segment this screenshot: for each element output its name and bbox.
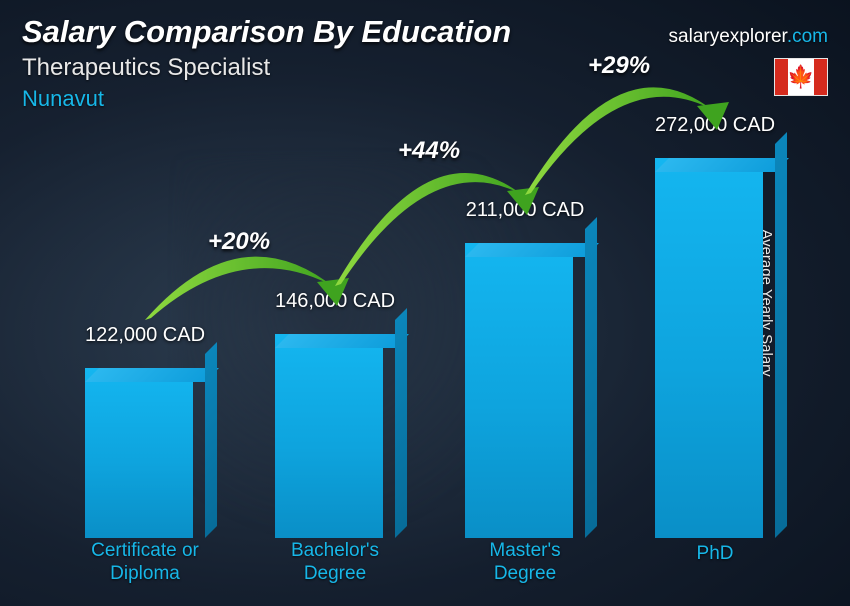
bar-chart: 122,000 CADCertificate orDiploma146,000 … xyxy=(40,84,790,584)
bar-side-face xyxy=(205,342,217,538)
arc-delta-label: +44% xyxy=(398,137,460,165)
bar-side-face xyxy=(585,217,597,538)
bar-front-face xyxy=(655,158,763,538)
flag-band-right xyxy=(814,59,827,95)
bar-category-label: Master'sDegree xyxy=(440,540,610,586)
bar xyxy=(465,243,585,538)
arc-delta-label: +20% xyxy=(208,228,270,256)
bar-group: 122,000 CADCertificate orDiploma xyxy=(60,368,230,538)
bar xyxy=(85,368,205,538)
bar-value-label: 122,000 CAD xyxy=(60,324,230,347)
flag-center: 🍁 xyxy=(788,59,814,95)
brand-logo: salaryexplorer.com xyxy=(669,26,828,48)
bar-side-face xyxy=(395,308,407,538)
bar-top-face xyxy=(655,158,789,172)
bar xyxy=(655,158,775,538)
bar-group: 211,000 CADMaster'sDegree xyxy=(440,243,610,538)
bar-value-label: 146,000 CAD xyxy=(250,290,420,313)
bar-group: 146,000 CADBachelor'sDegree xyxy=(250,334,420,538)
bar-top-face xyxy=(85,368,219,382)
bar-value-label: 272,000 CAD xyxy=(630,114,800,137)
brand-domain: .com xyxy=(787,26,828,47)
infographic-container: Salary Comparison By Education Therapeut… xyxy=(0,0,850,606)
arc-delta-label: +29% xyxy=(588,52,650,80)
bar-top-face xyxy=(275,334,409,348)
bar-top-face xyxy=(465,243,599,257)
bar-value-label: 211,000 CAD xyxy=(440,199,610,222)
brand-name: salaryexplorer xyxy=(669,26,787,47)
bar-front-face xyxy=(85,368,193,538)
bar-category-label: Bachelor'sDegree xyxy=(250,540,420,586)
bar-category-label: Certificate orDiploma xyxy=(60,540,230,586)
page-subtitle: Therapeutics Specialist xyxy=(22,54,270,82)
bar-group: 272,000 CADPhD xyxy=(630,158,800,538)
maple-leaf-icon: 🍁 xyxy=(787,66,814,88)
bar-category-label: PhD xyxy=(630,543,800,566)
page-title: Salary Comparison By Education xyxy=(22,14,511,50)
bar-front-face xyxy=(275,334,383,538)
bar xyxy=(275,334,395,538)
bar-front-face xyxy=(465,243,573,538)
bar-side-face xyxy=(775,132,787,538)
